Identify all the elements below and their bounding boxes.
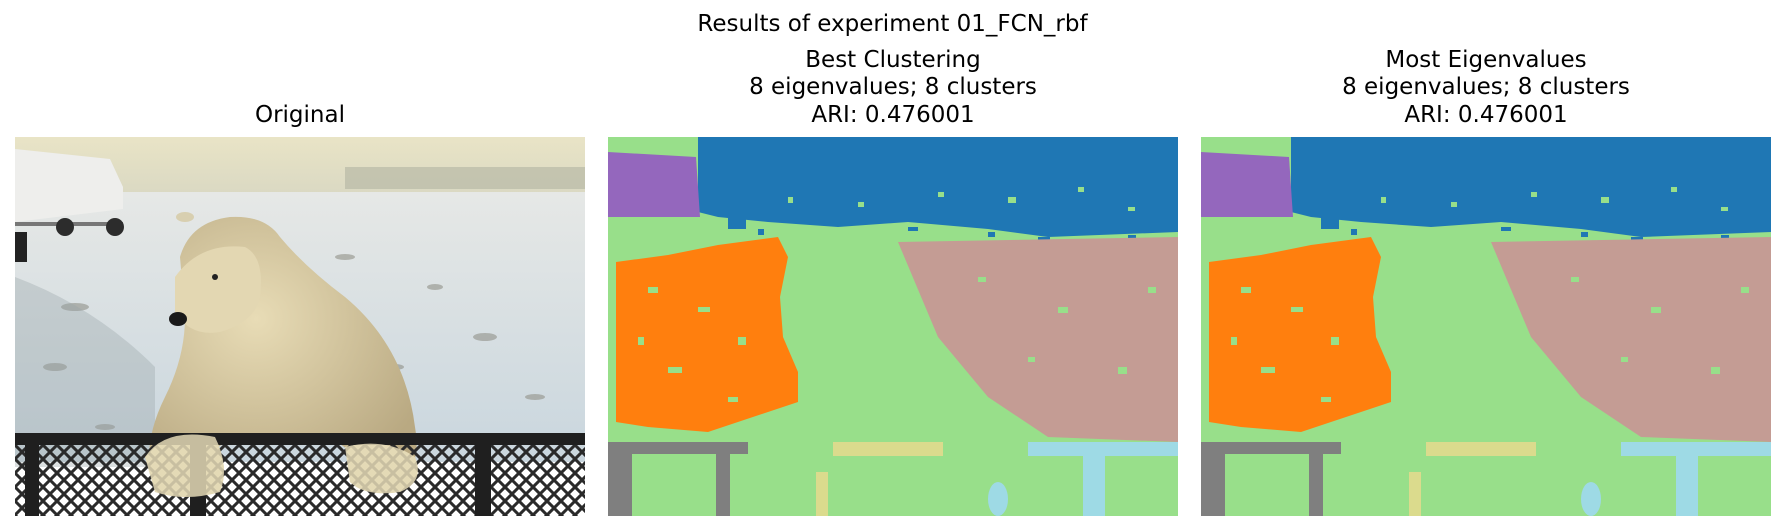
segmentation-map	[608, 137, 1178, 516]
panel-title-original: Original	[254, 102, 345, 128]
panel-title-line-1: Most Eigenvalues	[1385, 47, 1587, 73]
photo-fence-rail	[15, 433, 585, 445]
cluster-khaki	[816, 442, 943, 516]
cluster-left-ground	[1209, 237, 1391, 432]
panel-best-clustering: Best Clustering 8 eigenvalues; 8 cluster…	[608, 0, 1178, 532]
panel-original: Original	[15, 0, 585, 532]
cluster-right-ground	[898, 237, 1178, 442]
panel-title-line-2: 8 eigenvalues; 8 clusters	[749, 74, 1037, 100]
cluster-fence	[1201, 442, 1341, 516]
panel-title-line-3: ARI: 0.476001	[1404, 102, 1568, 128]
photo-fence-mesh	[15, 437, 585, 516]
cluster-truck	[608, 152, 700, 217]
cluster-khaki	[1409, 442, 1536, 516]
cluster-truck	[1201, 152, 1293, 217]
panel-title-line-3: ARI: 0.476001	[811, 102, 975, 128]
figure-suptitle: Results of experiment 01_FCN_rbf	[697, 11, 1088, 37]
cluster-left-ground	[616, 237, 798, 432]
cluster-light-blue	[1581, 442, 1771, 516]
cluster-light-blue	[988, 442, 1178, 516]
panel-most-eigenvalues: Most Eigenvalues 8 eigenvalues; 8 cluste…	[1201, 0, 1771, 532]
segmentation-map	[1201, 137, 1771, 516]
panel-title-line-2: 8 eigenvalues; 8 clusters	[1342, 74, 1630, 100]
cluster-sky	[1201, 137, 1771, 237]
cluster-sky	[608, 137, 1178, 237]
panel-title-line-1: Best Clustering	[805, 47, 981, 73]
cluster-right-ground	[1491, 237, 1771, 442]
photo-trailer	[15, 149, 124, 262]
cluster-fence	[608, 442, 748, 516]
original-photo	[15, 137, 585, 516]
